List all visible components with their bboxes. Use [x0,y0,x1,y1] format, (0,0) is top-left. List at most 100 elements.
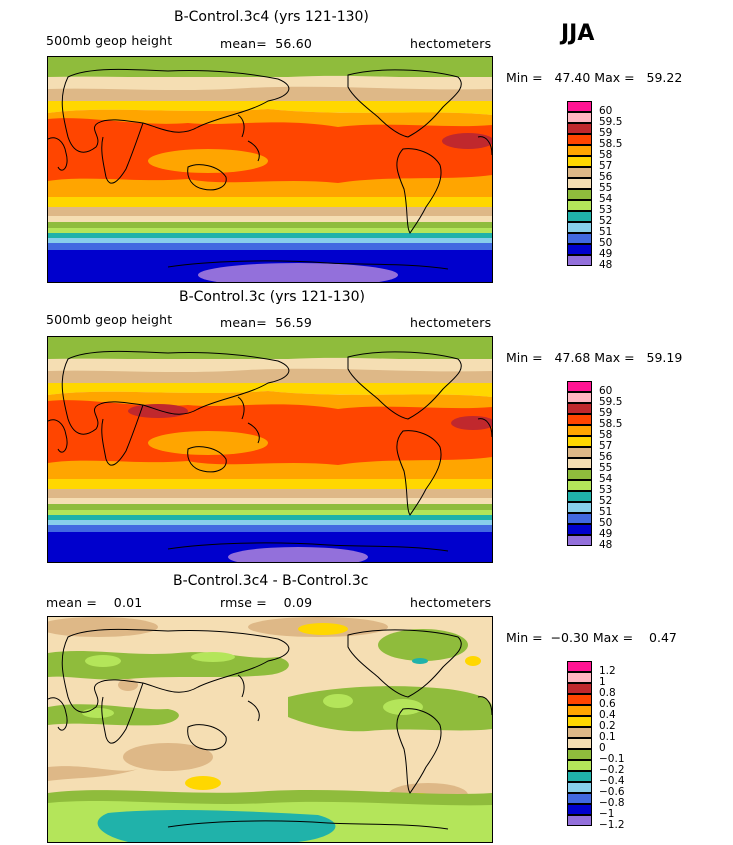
panel-3-swatch-6 [567,727,592,738]
panel-2-swatch-9 [567,480,592,491]
panel-1-tick-label: 59 [599,127,613,139]
panel-3-tick-label: −0.1 [599,753,625,765]
panel-3-swatch-3 [567,694,592,705]
panel-2-tick-label: 54 [599,473,613,485]
panel-1-swatch-9 [567,200,592,211]
panel-3-tick-label: 0.4 [599,709,616,721]
panel-3-swatch-14 [567,815,592,826]
panel-2-swatch-7 [567,458,592,469]
panel-2-tick-label: 55 [599,462,613,474]
panel-2-tick-label: 49 [599,528,613,540]
panel-1-swatch-0 [567,101,592,112]
panel-3-tick-label: 1.2 [599,665,616,677]
panel-2-tick-label: 52 [599,495,613,507]
panel-1-swatch-7 [567,178,592,189]
panel-3-swatch-12 [567,793,592,804]
panel-2-tick-label: 56 [599,451,613,463]
panel-3-tick-label: −0.2 [599,764,625,776]
panel-2-swatch-0 [567,381,592,392]
panel-3-swatch-7 [567,738,592,749]
panel-1-swatch-12 [567,233,592,244]
panel-3-tick-label: 0 [599,742,606,754]
panel-2-swatch-5 [567,436,592,447]
panel-1-colorbar: 60 59.5 59 58.5 58 57 56 55 54 53 52 51 … [567,101,647,271]
panel-2-swatch-12 [567,513,592,524]
panel-2-minmax: Min = 47.68 Max = 59.19 [506,350,683,365]
panel-2-mean-label: mean= 56.59 [220,315,313,330]
panel-2-map [47,336,493,563]
panel-1-tick-label: 50 [599,237,613,249]
panel-1-tick-label: 58.5 [599,138,623,150]
panel-3-tick-label: −0.6 [599,786,625,798]
panel-3-swatch-10 [567,771,592,782]
panel-2-swatch-13 [567,524,592,535]
panel-1-swatch-6 [567,167,592,178]
panel-1-tick-label: 55 [599,182,613,194]
panel-1-minmax: Min = 47.40 Max = 59.22 [506,70,683,85]
panel-2-tick-label: 60 [599,385,613,397]
panel-2-tick-label: 48 [599,539,613,551]
panel-3-tick-label: 0.6 [599,698,616,710]
panel-2-tick-label: 58.5 [599,418,623,430]
season-label: JJA [561,21,595,46]
panel-1-swatch-10 [567,211,592,222]
panel-3-swatch-1 [567,672,592,683]
panel-3-tick-label: −0.4 [599,775,625,787]
panel-1-swatch-14 [567,255,592,266]
panel-3-tick-label: 1 [599,676,606,688]
panel-2-variable-label: 500mb geop height [46,312,173,327]
panel-1-tick-label: 52 [599,215,613,227]
panel-3-swatch-13 [567,804,592,815]
panel-2-swatch-3 [567,414,592,425]
panel-3-tick-label: 0.1 [599,731,616,743]
panel-3-rmse-label: rmse = 0.09 [220,595,313,610]
panel-3-swatch-2 [567,683,592,694]
panel-2-tick-label: 58 [599,429,613,441]
panel-1-swatch-8 [567,189,592,200]
panel-3-swatch-9 [567,760,592,771]
panel-1-tick-label: 51 [599,226,613,238]
panel-1-tick-label: 54 [599,193,613,205]
panel-2-tick-label: 57 [599,440,613,452]
panel-3-swatch-0 [567,661,592,672]
panel-1-units-label: hectometers [410,36,492,51]
panel-2-swatch-1 [567,392,592,403]
panel-2-tick-label: 59 [599,407,613,419]
panel-3-colorbar: 1.2 1 0.8 0.6 0.4 0.2 0.1 0 −0.1 −0.2 −0… [567,661,647,831]
panel-2-swatch-2 [567,403,592,414]
panel-1-swatch-4 [567,145,592,156]
panel-1-swatch-3 [567,134,592,145]
panel-1-tick-label: 58 [599,149,613,161]
panel-3-tick-label: −0.8 [599,797,625,809]
panel-1-tick-label: 59.5 [599,116,623,128]
panel-1-tick-label: 53 [599,204,613,216]
panel-2-units-label: hectometers [410,315,492,330]
panel-1-tick-label: 57 [599,160,613,172]
panel-2-tick-label: 51 [599,506,613,518]
panel-2-swatch-6 [567,447,592,458]
panel-1-swatch-11 [567,222,592,233]
panel-1-tick-label: 56 [599,171,613,183]
panel-3-tick-label: −1 [599,808,615,820]
panel-2-swatch-4 [567,425,592,436]
panel-2-swatch-11 [567,502,592,513]
panel-3-swatch-11 [567,782,592,793]
panel-3-tick-label: −1.2 [599,819,625,831]
panel-1-swatch-1 [567,112,592,123]
panel-3-tick-label: 0.8 [599,687,616,699]
panel-3-swatch-8 [567,749,592,760]
panel-2-title: B-Control.3c (yrs 121-130) [179,289,365,305]
panel-1-map [47,56,493,283]
panel-3-minmax: Min = −0.30 Max = 0.47 [506,630,677,645]
panel-2-tick-label: 59.5 [599,396,623,408]
panel-3-map [47,616,493,843]
panel-3-mean-label: mean = 0.01 [46,595,143,610]
panel-1-title: B-Control.3c4 (yrs 121-130) [174,9,369,25]
panel-2-tick-label: 50 [599,517,613,529]
panel-1-tick-label: 49 [599,248,613,260]
panel-3-tick-label: 0.2 [599,720,616,732]
panel-2-swatch-10 [567,491,592,502]
panel-2-colorbar: 60 59.5 59 58.5 58 57 56 55 54 53 52 51 … [567,381,647,551]
panel-1-swatch-2 [567,123,592,134]
panel-2-swatch-14 [567,535,592,546]
